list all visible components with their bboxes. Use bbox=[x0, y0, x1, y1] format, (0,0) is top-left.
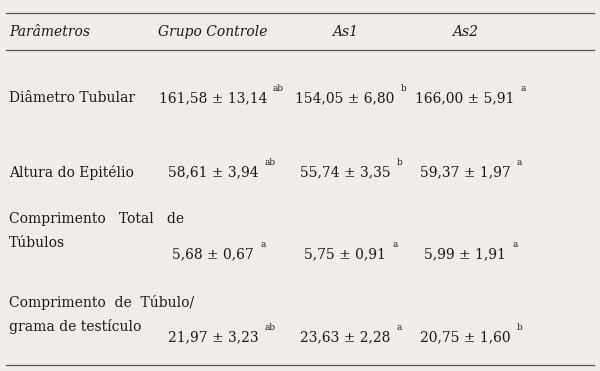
Text: 23,63 ± 2,28: 23,63 ± 2,28 bbox=[300, 331, 390, 345]
Text: ab: ab bbox=[273, 84, 284, 93]
Text: b: b bbox=[397, 158, 402, 167]
Text: As1: As1 bbox=[332, 24, 358, 39]
Text: 59,37 ± 1,97: 59,37 ± 1,97 bbox=[419, 165, 511, 180]
Text: As2: As2 bbox=[452, 24, 478, 39]
Text: Comprimento   Total   de: Comprimento Total de bbox=[9, 212, 184, 226]
Text: a: a bbox=[397, 323, 402, 332]
Text: a: a bbox=[512, 240, 518, 249]
Text: Túbulos: Túbulos bbox=[9, 236, 65, 250]
Text: 21,97 ± 3,23: 21,97 ± 3,23 bbox=[167, 331, 259, 345]
Text: Diâmetro Tubular: Diâmetro Tubular bbox=[9, 91, 135, 105]
Text: 154,05 ± 6,80: 154,05 ± 6,80 bbox=[295, 91, 395, 105]
Text: b: b bbox=[517, 323, 522, 332]
Text: a: a bbox=[521, 84, 526, 93]
Text: Grupo Controle: Grupo Controle bbox=[158, 24, 268, 39]
Text: 166,00 ± 5,91: 166,00 ± 5,91 bbox=[415, 91, 515, 105]
Text: a: a bbox=[392, 240, 398, 249]
Text: 58,61 ± 3,94: 58,61 ± 3,94 bbox=[167, 165, 259, 180]
Text: 5,99 ± 1,91: 5,99 ± 1,91 bbox=[424, 247, 506, 261]
Text: 161,58 ± 13,14: 161,58 ± 13,14 bbox=[159, 91, 267, 105]
Text: 5,75 ± 0,91: 5,75 ± 0,91 bbox=[304, 247, 386, 261]
Text: Parâmetros: Parâmetros bbox=[9, 24, 90, 39]
Text: 20,75 ± 1,60: 20,75 ± 1,60 bbox=[419, 331, 511, 345]
Text: grama de testículo: grama de testículo bbox=[9, 319, 142, 334]
Text: b: b bbox=[401, 84, 406, 93]
Text: 5,68 ± 0,67: 5,68 ± 0,67 bbox=[172, 247, 254, 261]
Text: 55,74 ± 3,35: 55,74 ± 3,35 bbox=[299, 165, 391, 180]
Text: ab: ab bbox=[265, 158, 275, 167]
Text: a: a bbox=[260, 240, 266, 249]
Text: Altura do Epitélio: Altura do Epitélio bbox=[9, 165, 134, 180]
Text: Comprimento  de  Túbulo/: Comprimento de Túbulo/ bbox=[9, 295, 194, 310]
Text: ab: ab bbox=[265, 323, 275, 332]
Text: a: a bbox=[517, 158, 522, 167]
